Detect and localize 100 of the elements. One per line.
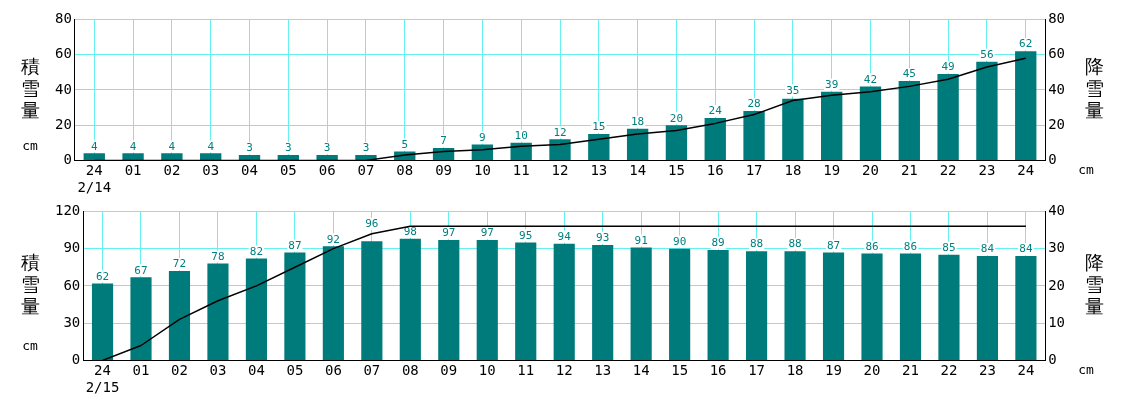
y2-tick-label: 30 bbox=[1048, 239, 1065, 256]
y-tick-label: 120 bbox=[54, 202, 81, 219]
x-tick-label: 01 bbox=[124, 162, 142, 179]
data-label: 18 bbox=[631, 115, 645, 129]
data-label: 56 bbox=[980, 48, 994, 62]
y2-tick-label: 20 bbox=[1048, 276, 1065, 293]
x-tick-label: 05 bbox=[286, 362, 304, 379]
x-tick-label: 05 bbox=[279, 162, 297, 179]
data-label: 87 bbox=[288, 238, 302, 252]
y2-tick-label: 80 bbox=[1048, 10, 1065, 27]
data-label: 12 bbox=[553, 125, 567, 139]
y2-tick-label: 10 bbox=[1048, 313, 1065, 330]
x-tick-label: 16 bbox=[706, 162, 724, 179]
x-tick-label: 03 bbox=[209, 362, 227, 379]
data-label: 4 bbox=[90, 139, 98, 153]
text: cm bbox=[22, 337, 38, 353]
x-tick-label: 09 bbox=[440, 362, 458, 379]
y2-tick-label: 0 bbox=[1048, 151, 1057, 168]
x-tick-label: 12 bbox=[555, 362, 573, 379]
x-tick-label: 24 bbox=[1017, 162, 1035, 179]
x-tick-label: 03 bbox=[202, 162, 220, 179]
data-label: 97 bbox=[480, 226, 494, 240]
y-tick-label: 60 bbox=[55, 45, 72, 62]
x-tick-label: 04 bbox=[247, 362, 265, 379]
data-label: 86 bbox=[903, 239, 918, 253]
y-tick-label: 40 bbox=[55, 80, 72, 97]
y2-tick-label: 40 bbox=[1048, 80, 1065, 97]
data-label: 94 bbox=[557, 230, 572, 244]
data-label: 92 bbox=[326, 232, 340, 246]
x-tick-label: 06 bbox=[324, 362, 342, 379]
data-label: 88 bbox=[788, 237, 802, 251]
data-label: 85 bbox=[942, 241, 956, 255]
x-tick-label: 23 bbox=[979, 362, 996, 379]
y2-axis-title: 降雪量 bbox=[1084, 54, 1104, 121]
x-tick-label: 20 bbox=[862, 162, 879, 179]
data-label: 9 bbox=[479, 130, 486, 144]
x-tick-label: 14 bbox=[632, 362, 650, 379]
data-label: 84 bbox=[980, 242, 995, 256]
y-tick-label: 30 bbox=[63, 313, 81, 330]
x-tick-label: 10 bbox=[473, 162, 491, 179]
data-label: 15 bbox=[592, 120, 606, 134]
data-label: 28 bbox=[747, 97, 761, 111]
x-tick-label: 21 bbox=[900, 162, 918, 179]
y2-tick-label: 20 bbox=[1048, 115, 1065, 132]
data-label: 72 bbox=[172, 257, 187, 271]
x-tick-label: 22 bbox=[940, 362, 958, 379]
x-tick-label: 15 bbox=[668, 162, 685, 179]
x-tick-label: 18 bbox=[786, 362, 804, 379]
data-label: 88 bbox=[749, 237, 764, 251]
data-label: 3 bbox=[362, 141, 370, 155]
y-axis-title: 積雪量 bbox=[20, 250, 40, 317]
x-tick-label: 10 bbox=[478, 362, 496, 379]
data-label: 89 bbox=[711, 236, 725, 250]
x-tick-label: 01 bbox=[132, 362, 150, 379]
data-label: 49 bbox=[941, 60, 955, 74]
x-tick-label: 24 bbox=[1017, 362, 1035, 379]
x-tick-label: 12 bbox=[551, 162, 569, 179]
data-label: 82 bbox=[249, 244, 264, 258]
y2-tick-label: 0 bbox=[1048, 351, 1057, 368]
x-tick-label: 17 bbox=[745, 162, 763, 179]
x-tick-label: 09 bbox=[435, 162, 452, 179]
y2-tick-label: 60 bbox=[1048, 45, 1065, 62]
data-label: 98 bbox=[403, 225, 417, 239]
x-tick-label: 06 bbox=[318, 162, 336, 179]
text: cm bbox=[1078, 161, 1094, 177]
data-label: 4 bbox=[168, 139, 176, 153]
data-label: 3 bbox=[246, 141, 253, 155]
y-tick-label: 90 bbox=[63, 239, 81, 256]
y-tick-label: 60 bbox=[63, 276, 81, 293]
data-label: 20 bbox=[669, 111, 684, 125]
data-label: 5 bbox=[401, 137, 409, 151]
data-label: 3 bbox=[285, 141, 292, 155]
y-tick-label: 20 bbox=[55, 115, 72, 132]
data-label: 97 bbox=[442, 226, 456, 240]
x-tick-label: 21 bbox=[902, 362, 919, 379]
data-label: 86 bbox=[865, 239, 879, 253]
data-label: 7 bbox=[440, 134, 447, 148]
y-axis-title: 積雪量 bbox=[20, 54, 40, 121]
data-label: 39 bbox=[825, 78, 839, 92]
data-label: 67 bbox=[134, 263, 148, 277]
data-label: 84 bbox=[1019, 242, 1033, 256]
x-tick-label: 20 bbox=[863, 362, 881, 379]
x-tick-label: 18 bbox=[784, 162, 802, 179]
data-label: 10 bbox=[514, 129, 528, 143]
data-label: 35 bbox=[786, 83, 800, 97]
data-label: 3 bbox=[323, 141, 331, 155]
x-tick-label: 11 bbox=[517, 362, 535, 379]
x-tick-label: 23 bbox=[978, 162, 996, 179]
data-label: 62 bbox=[1019, 37, 1033, 51]
data-label: 78 bbox=[211, 249, 225, 263]
y2-axis-title: 降雪量 bbox=[1084, 250, 1104, 317]
data-label: 24 bbox=[708, 104, 723, 118]
x-tick-label: 17 bbox=[748, 362, 766, 379]
x-tick-label: 02 bbox=[163, 162, 181, 179]
x-tick-label: 14 bbox=[629, 162, 647, 179]
data-label: 95 bbox=[519, 228, 533, 242]
data-label: 91 bbox=[634, 233, 648, 247]
text: cm bbox=[22, 137, 38, 153]
data-label: 96 bbox=[365, 217, 379, 231]
x-tick-label: 19 bbox=[825, 362, 842, 379]
